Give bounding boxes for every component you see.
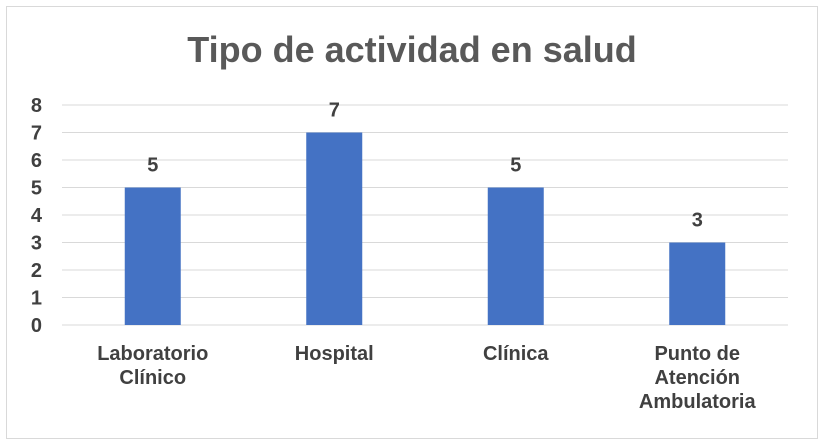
category-label-line: Hospital (295, 343, 374, 365)
bar (124, 187, 181, 325)
y-tick-label: 7 (31, 123, 42, 145)
y-tick-label: 2 (31, 260, 42, 282)
y-tick-label: 5 (31, 178, 42, 200)
bar (669, 242, 726, 325)
y-tick-label: 0 (31, 315, 42, 337)
bar (306, 132, 363, 325)
category-label-line: Ambulatoria (639, 391, 757, 413)
data-label: 3 (692, 210, 703, 232)
category-label-line: Clínica (483, 343, 549, 365)
y-axis-tick-labels: 0 1 2 3 4 5 6 7 8 (31, 95, 43, 337)
y-tick-label: 6 (31, 150, 42, 172)
chart-title: Tipo de actividad en salud (187, 29, 636, 70)
y-tick-label: 4 (31, 205, 43, 227)
data-label: 7 (329, 100, 340, 122)
gridlines (62, 104, 788, 326)
category-label: Laboratorio Clínico (97, 343, 208, 389)
data-label: 5 (510, 155, 521, 177)
category-label-line: Laboratorio (97, 343, 208, 365)
category-labels: Laboratorio Clínico Hospital Clínica Punto d… (97, 343, 756, 413)
bar (487, 187, 544, 325)
category-label: Clínica (483, 343, 549, 365)
data-labels: 5 7 5 3 (147, 100, 703, 232)
y-tick-label: 1 (31, 288, 42, 310)
category-label-line: Punto de (654, 343, 740, 365)
category-label-line: Atención (654, 367, 740, 389)
y-tick-label: 3 (31, 233, 42, 255)
category-label: Hospital (295, 343, 374, 365)
category-label-line: Clínico (119, 367, 186, 389)
y-tick-label: 8 (31, 95, 42, 117)
data-label: 5 (147, 155, 158, 177)
bars (124, 132, 726, 325)
category-label: Punto de Atención Ambulatoria (639, 343, 757, 413)
